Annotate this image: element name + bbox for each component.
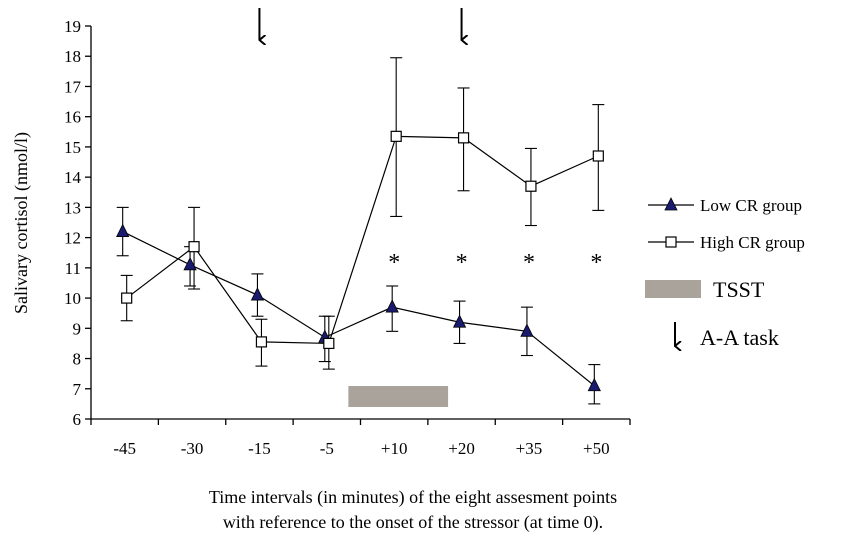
x-tick-label: -45 — [113, 439, 136, 458]
y-tick-label: 14 — [64, 168, 82, 187]
y-tick-label: 18 — [64, 47, 81, 66]
y-tick-label: 9 — [73, 319, 82, 338]
series-markers — [116, 130, 604, 392]
legend-marker-low-cr — [664, 197, 678, 211]
series-line-high-cr — [126, 135, 599, 345]
y-tick-label: 12 — [64, 229, 81, 248]
series-line-low-cr — [122, 231, 595, 387]
high-cr-point — [188, 241, 200, 253]
low-cr-point — [520, 323, 534, 337]
high-cr-point — [457, 132, 470, 144]
x-tick-label: -15 — [248, 439, 271, 458]
x-tick-label: +20 — [448, 439, 475, 458]
significance-star: * — [590, 250, 602, 276]
annotations: * * * * — [258, 8, 602, 276]
y-tick-label: 15 — [64, 138, 81, 157]
low-cr-point — [183, 256, 197, 271]
x-axis-label-line1: Time intervals (in minutes) of the eight… — [209, 487, 617, 508]
x-tick-label: -5 — [320, 439, 334, 458]
high-cr-point — [592, 150, 604, 162]
y-axis-label: Salivary cortisol (nmol/l) — [11, 132, 32, 314]
y-tick-label: 10 — [64, 289, 81, 308]
y-tick-label: 13 — [64, 198, 81, 217]
significance-star: * — [523, 250, 535, 276]
legend-label-low-cr: Low CR group — [700, 196, 802, 215]
legend-swatch-tsst — [645, 280, 701, 298]
significance-star: * — [456, 250, 468, 276]
x-tick-label: +35 — [516, 439, 543, 458]
low-cr-point — [587, 377, 601, 392]
high-cr-point — [255, 336, 268, 348]
y-tick-label: 6 — [73, 410, 82, 429]
legend: Low CR group High CR group TSST A-A task — [645, 196, 805, 350]
y-tick-label: 11 — [65, 259, 81, 278]
y-tick-label: 16 — [64, 108, 81, 127]
x-tick-label: +10 — [381, 439, 408, 458]
axes: 6 7 8 9 10 11 12 13 14 15 16 17 18 19 -45 -30 -15 -5 +10 +2… — [64, 17, 631, 458]
legend-label-high-cr: High CR group — [700, 233, 805, 252]
low-cr-point — [452, 314, 467, 328]
legend-label-aa-task: A-A task — [700, 325, 779, 350]
tsst-bar — [348, 386, 449, 407]
series-lines — [122, 135, 599, 387]
low-cr-point — [116, 223, 130, 237]
high-cr-point — [323, 337, 335, 350]
x-axis-label-line2: with reference to the onset of the stres… — [223, 512, 603, 533]
low-cr-point — [385, 299, 399, 313]
x-tick-label: +50 — [583, 439, 610, 458]
low-cr-point — [250, 287, 265, 301]
legend-marker-high-cr — [665, 236, 677, 248]
error-bars — [116, 57, 605, 405]
significance-star: * — [388, 250, 400, 276]
y-tick-label: 19 — [64, 17, 81, 36]
high-cr-point — [525, 180, 537, 192]
tsst-bar-group — [348, 386, 449, 407]
legend-label-tsst: TSST — [713, 277, 765, 302]
x-tick-label: -30 — [181, 439, 204, 458]
high-cr-point — [390, 130, 402, 142]
high-cr-point — [121, 292, 133, 304]
y-tick-label: 7 — [73, 380, 82, 399]
y-tick-label: 17 — [64, 77, 82, 96]
y-tick-label: 8 — [73, 350, 82, 369]
